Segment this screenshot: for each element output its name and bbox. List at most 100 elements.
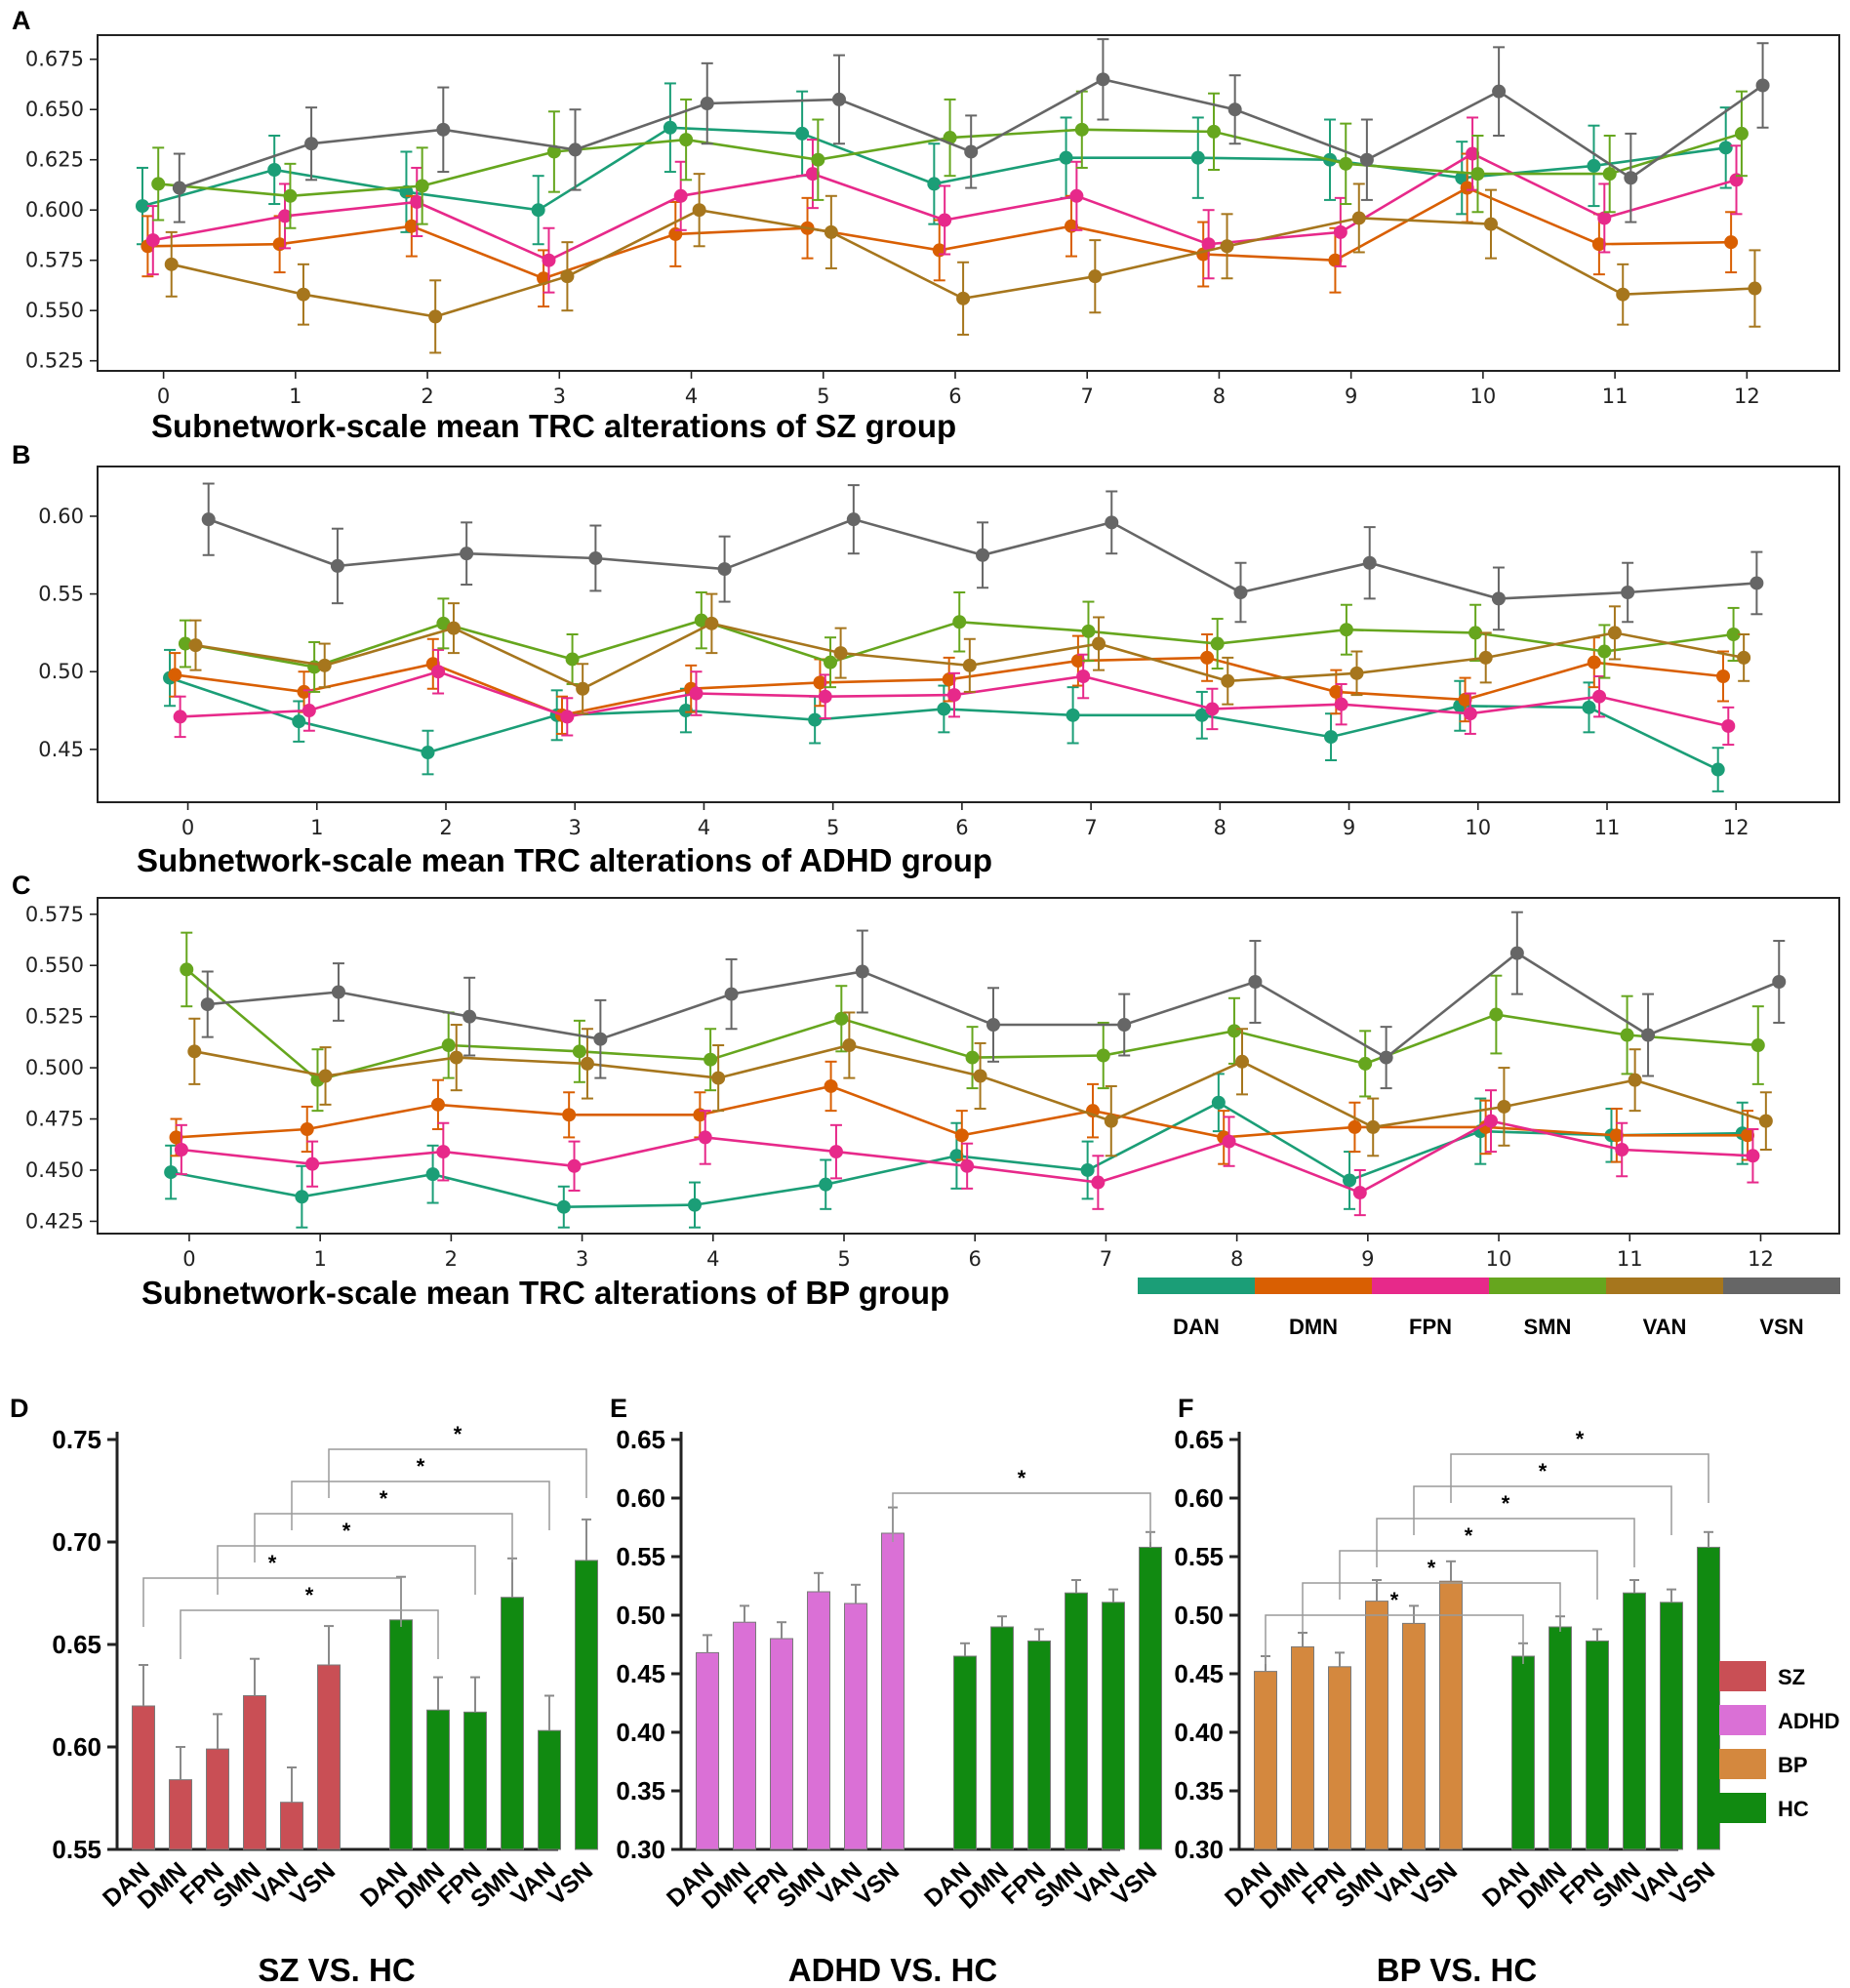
bar — [1623, 1592, 1646, 1850]
data-point — [410, 194, 424, 209]
x-tick-label: 3 — [569, 816, 582, 839]
data-point — [1741, 1128, 1755, 1143]
legend-label: SMN — [1524, 1315, 1572, 1339]
data-point — [1096, 1048, 1110, 1063]
data-point — [1491, 591, 1506, 606]
data-point — [833, 646, 848, 661]
data-point — [568, 142, 583, 157]
bar — [317, 1664, 341, 1850]
x-tick-label: VSN — [1407, 1857, 1463, 1911]
data-point — [1641, 1028, 1656, 1042]
panel-title: Subnetwork-scale mean TRC alterations of… — [151, 408, 956, 444]
series-dan — [164, 1073, 1749, 1229]
data-point — [1484, 217, 1498, 231]
legend-label: BP — [1778, 1753, 1808, 1777]
x-tick-label: 7 — [1081, 385, 1094, 408]
data-point — [1362, 555, 1377, 570]
data-point — [318, 1069, 333, 1083]
significance-star: * — [342, 1519, 351, 1543]
data-point — [446, 621, 461, 635]
data-point — [436, 1145, 451, 1159]
bar — [770, 1638, 793, 1850]
data-point — [278, 209, 293, 223]
y-tick-label: 0.70 — [52, 1527, 101, 1557]
x-tick-label: VSN — [849, 1857, 905, 1911]
data-point — [531, 203, 545, 218]
y-tick-label: 0.55 — [1174, 1542, 1224, 1571]
data-point — [1509, 946, 1524, 960]
series-dmn — [141, 152, 1739, 308]
data-point — [1329, 684, 1344, 699]
significance-star: * — [1465, 1523, 1473, 1548]
y-tick-label: 0.55 — [52, 1835, 101, 1864]
data-point — [460, 547, 474, 561]
bracket — [1413, 1485, 1672, 1535]
data-point — [1220, 239, 1234, 254]
data-point — [330, 558, 344, 573]
data-point — [1201, 237, 1216, 252]
data-point — [588, 550, 603, 565]
data-point — [292, 714, 306, 729]
data-point — [188, 638, 203, 653]
data-point — [1081, 624, 1096, 638]
bar — [243, 1695, 266, 1850]
data-point — [942, 672, 956, 687]
data-point — [1074, 122, 1089, 137]
significance-star: * — [454, 1422, 462, 1446]
data-point — [1597, 644, 1612, 659]
significance-star: * — [1576, 1427, 1585, 1451]
data-point — [688, 1197, 702, 1212]
series-fpn — [145, 116, 1744, 294]
legend-swatch-dmn — [1255, 1278, 1372, 1294]
x-tick-label: 7 — [1084, 816, 1097, 839]
significance-star: * — [380, 1486, 388, 1511]
x-tick-label: 4 — [685, 385, 698, 408]
legend-swatch-van — [1606, 1278, 1723, 1294]
data-point — [698, 1130, 712, 1145]
data-point — [824, 655, 838, 669]
y-tick-label: 0.575 — [25, 249, 84, 272]
data-point — [927, 177, 942, 191]
data-point — [1328, 253, 1343, 267]
x-tick-label: 5 — [826, 816, 839, 839]
y-tick-label: 0.575 — [25, 903, 84, 926]
data-point — [1222, 1134, 1236, 1149]
data-point — [441, 1038, 456, 1053]
data-point — [436, 616, 451, 630]
x-tick-label: VSN — [1665, 1857, 1720, 1911]
series-van — [188, 592, 1751, 715]
data-point — [1716, 669, 1730, 683]
data-point — [174, 1143, 188, 1156]
legend-label: DMN — [1289, 1315, 1338, 1339]
x-tick-label: 2 — [445, 1247, 458, 1271]
bar — [881, 1532, 905, 1850]
bar — [575, 1560, 598, 1850]
data-point — [580, 1056, 594, 1071]
data-point — [560, 710, 575, 724]
y-tick-label: 0.625 — [25, 148, 84, 172]
bracket — [1339, 1550, 1598, 1600]
bar — [1139, 1546, 1162, 1850]
data-point — [169, 1130, 183, 1145]
data-point — [1621, 586, 1635, 599]
y-tick-label: 0.45 — [1174, 1659, 1224, 1688]
significance-star: * — [305, 1583, 314, 1607]
y-tick-label: 0.65 — [1174, 1425, 1224, 1454]
data-point — [296, 287, 310, 302]
x-tick-label: 11 — [1617, 1247, 1643, 1271]
data-point — [1710, 762, 1725, 777]
y-tick-label: 0.60 — [38, 505, 84, 528]
bar — [1291, 1645, 1314, 1850]
panel-label: E — [610, 1394, 627, 1423]
data-point — [1347, 1119, 1362, 1134]
series-smn — [151, 90, 1749, 229]
y-tick-label: 0.40 — [616, 1718, 665, 1747]
data-point — [295, 1190, 309, 1204]
data-point — [946, 688, 961, 703]
data-point — [824, 224, 838, 239]
data-point — [200, 997, 215, 1012]
data-point — [831, 92, 846, 106]
